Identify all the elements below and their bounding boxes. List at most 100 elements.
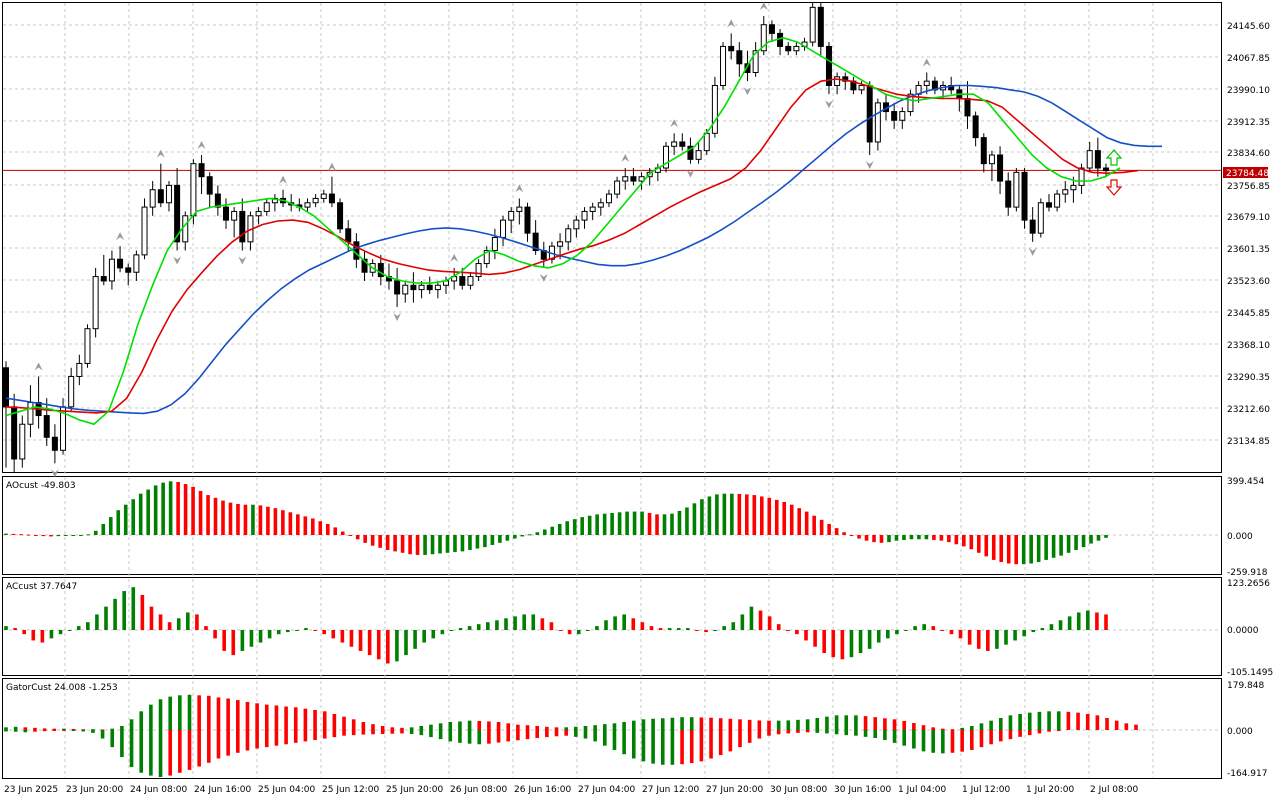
ac-bar (849, 630, 854, 658)
ao-bar (1081, 535, 1086, 548)
bear-candle (630, 176, 637, 182)
ac-bar (67, 630, 72, 631)
bear-candle (51, 436, 58, 451)
ac-bar (267, 630, 272, 639)
ac-pane[interactable] (4, 587, 1108, 664)
gator-upper-bar (13, 726, 18, 730)
ac-bar (631, 618, 636, 630)
ao-pane-frame (2, 476, 1222, 575)
ac-bar (386, 630, 390, 664)
ac-bar (40, 630, 45, 643)
ao-bar (64, 535, 68, 536)
time-tick: 27 Jun 20:00 (706, 785, 763, 795)
gator-pane[interactable] (4, 694, 1138, 778)
bull-candle (809, 6, 816, 43)
gator-upper-bar (1114, 720, 1119, 730)
gator-lower-bar (979, 730, 984, 748)
bear-candle (980, 137, 987, 165)
ac-bar (313, 630, 317, 631)
ao-bar (842, 532, 846, 535)
gator-lower-bar (380, 730, 385, 734)
gator-upper-bar (458, 721, 462, 730)
ao-bar (41, 535, 46, 537)
ao-bar (1021, 535, 1026, 565)
ao-tick-max: 399.454 (1227, 477, 1264, 487)
ac-bar (322, 630, 326, 635)
gator-upper-bar (931, 727, 935, 730)
gator-upper-bar (332, 713, 337, 730)
ac-bar (413, 630, 417, 649)
ac-bar (749, 606, 754, 630)
gator-upper-bar (1095, 715, 1100, 730)
ac-bar (4, 626, 8, 630)
gator-upper-bar (545, 726, 549, 730)
ac-bar (113, 598, 117, 630)
ao-bar (146, 489, 150, 535)
bear-candle (125, 267, 132, 273)
bull-candle (190, 163, 197, 217)
ao-bar (438, 535, 442, 554)
ao-bar (415, 535, 420, 555)
gator-upper-bar (970, 725, 974, 730)
main-pane-frame (2, 2, 1222, 473)
gator-upper-bar (844, 715, 849, 730)
ac-bar (104, 606, 108, 630)
time-tick: 23 Jun 20:00 (66, 785, 123, 795)
ac-bar (776, 624, 781, 630)
gator-lower-bar (187, 730, 192, 770)
gator-lower-bar (419, 730, 424, 736)
ao-pane[interactable] (4, 481, 1108, 565)
ao-bar (370, 535, 375, 546)
gator-tick-max: 179.848 (1227, 681, 1264, 691)
gator-upper-bar (274, 705, 279, 730)
ao-bar (962, 535, 966, 547)
gator-upper-bar (168, 696, 172, 730)
bull-candle (793, 45, 800, 52)
gator-lower-bar (303, 730, 308, 742)
bull-candle (899, 111, 906, 121)
teeth-line (5, 78, 1139, 414)
gator-upper-bar (467, 720, 472, 730)
bull-candle (1078, 167, 1085, 186)
fractal-down-icon (173, 256, 182, 265)
time-tick: 25 Jun 12:00 (322, 785, 379, 795)
bear-candle (785, 45, 792, 52)
ac-bar (704, 630, 708, 633)
ao-bar (116, 510, 121, 535)
gator-upper-bar (1085, 713, 1090, 730)
gator-lower-bar (960, 730, 964, 752)
gator-lower-bar (998, 730, 1003, 742)
ao-bar (700, 499, 704, 535)
gator-upper-bar (1124, 723, 1129, 730)
time-tick: 24 Jun 08:00 (130, 785, 187, 795)
gator-lower-bar (342, 730, 346, 736)
ac-bar (122, 591, 126, 630)
ac-bar (158, 614, 163, 630)
gator-pane-label: GatorCust 24.008 -1.253 (6, 683, 118, 693)
ao-bar (535, 532, 540, 535)
jaw-line (5, 84, 1162, 415)
gator-upper-bar (873, 717, 878, 730)
gator-upper-bar (255, 703, 259, 730)
gator-lower-bar (535, 730, 539, 738)
bull-candle (141, 206, 148, 256)
gator-upper-bar (400, 727, 404, 730)
fractal-up-icon (621, 154, 630, 163)
ao-bar (505, 535, 510, 541)
ac-bar (986, 630, 990, 651)
time-tick: 26 Jun 08:00 (450, 785, 507, 795)
bull-candle (638, 176, 645, 182)
ao-bar (1096, 535, 1101, 541)
ac-bar (458, 628, 463, 630)
gator-upper-bar (52, 728, 57, 730)
ac-bar (276, 630, 281, 635)
bear-candle (223, 206, 229, 221)
gator-lower-bar (168, 730, 172, 776)
gator-upper-bar (23, 727, 28, 730)
bull-candle (312, 197, 319, 204)
bull-candle (703, 132, 710, 152)
bull-candle (475, 263, 482, 278)
ac-bar (404, 630, 408, 656)
main-price-pane[interactable] (3, 0, 1221, 478)
time-tick: 27 Jun 12:00 (642, 785, 699, 795)
